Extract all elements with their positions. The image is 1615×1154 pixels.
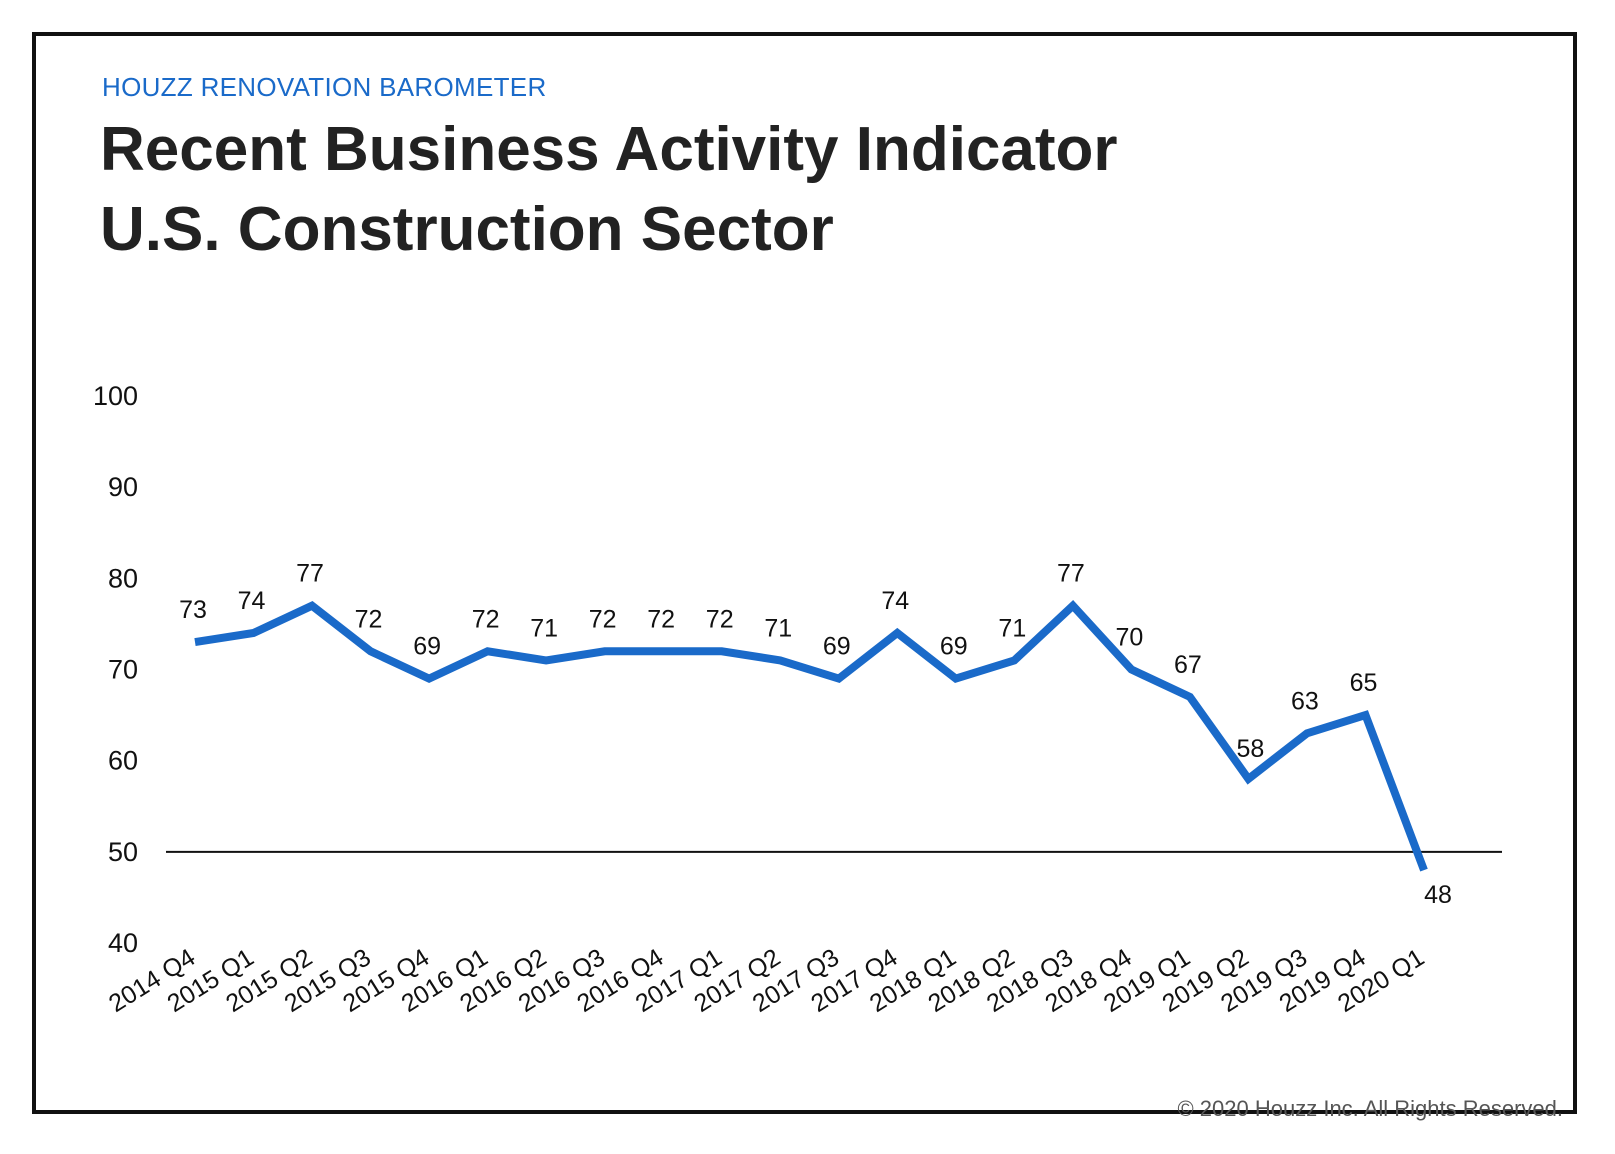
chart-frame: [32, 32, 1577, 1114]
y-tick-label: 40: [108, 928, 138, 958]
y-tick-label: 50: [108, 837, 138, 867]
chart-title-line-1: Recent Business Activity Indicator: [100, 115, 1118, 184]
data-label: 58: [1237, 735, 1265, 763]
data-label: 72: [706, 605, 734, 633]
data-label: 72: [355, 605, 383, 633]
data-label: 69: [940, 633, 968, 661]
data-label: 77: [296, 560, 324, 588]
data-label: 73: [179, 596, 207, 624]
data-label: 69: [413, 633, 441, 661]
y-tick-label: 80: [108, 563, 138, 593]
data-label: 72: [647, 605, 675, 633]
data-label: 63: [1291, 687, 1319, 715]
data-label: 71: [764, 614, 792, 642]
series-line-group: [194, 600, 1428, 872]
y-tick-label: 90: [108, 472, 138, 502]
data-label: 72: [589, 605, 617, 633]
data-labels: 73 74 77 72 69 72 71 72 72 72 71 69 74 69 71 77 70 67 58 63…: [179, 560, 1452, 909]
data-label: 69: [823, 633, 851, 661]
copyright-notice: © 2020 Houzz Inc. All Rights Reserved.: [1177, 1096, 1563, 1121]
y-tick-label: 60: [108, 746, 138, 776]
data-label: 71: [530, 614, 558, 642]
series-line: [194, 600, 1428, 872]
y-tick-label: 100: [93, 381, 138, 411]
data-label: 77: [1057, 560, 1085, 588]
data-label: 70: [1115, 624, 1143, 652]
y-axis-ticks: 100 90 80 70 60 50 40: [93, 381, 138, 958]
chart-kicker: HOUZZ RENOVATION BAROMETER: [102, 72, 547, 102]
data-label: 74: [881, 587, 909, 615]
chart-title-line-2: U.S. Construction Sector: [100, 195, 834, 264]
data-label: 71: [998, 614, 1026, 642]
y-tick-label: 70: [108, 655, 138, 685]
data-label: 67: [1174, 651, 1202, 679]
data-label: 48: [1424, 881, 1452, 909]
data-label: 72: [472, 605, 500, 633]
data-label: 65: [1350, 669, 1378, 697]
chart-title: Recent Business Activity Indicator U.S. …: [100, 110, 1118, 270]
data-label: 74: [238, 587, 266, 615]
